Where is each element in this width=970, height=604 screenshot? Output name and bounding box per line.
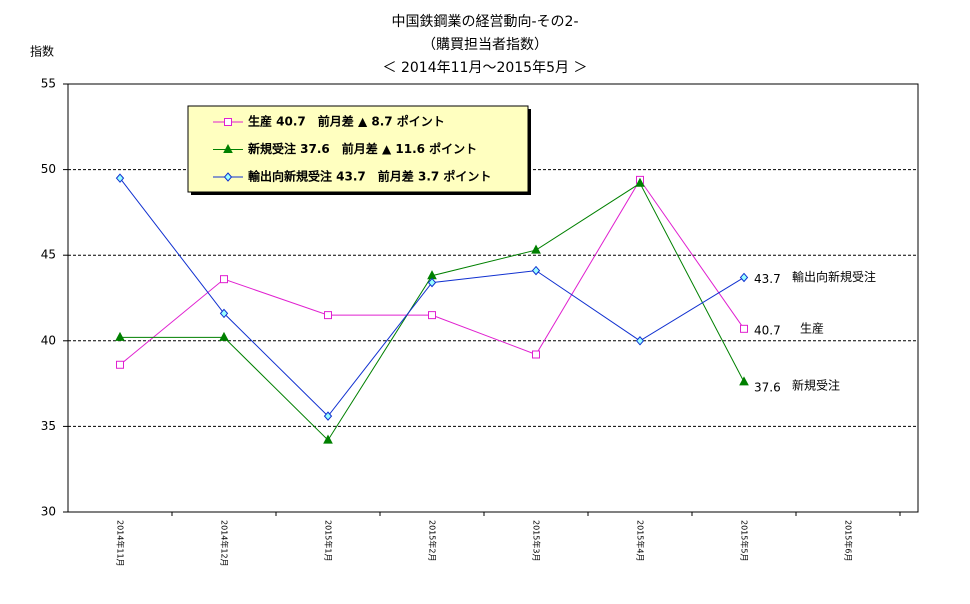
point xyxy=(223,172,233,182)
x-tick-label: 2015年3月 xyxy=(532,520,542,561)
x-tick-label: 2015年5月 xyxy=(740,520,750,561)
point xyxy=(223,143,233,153)
point xyxy=(427,277,437,288)
x-tick-label: 2014年11月 xyxy=(116,520,126,567)
end-label: 生産 xyxy=(800,320,824,335)
legend-label: 輸出向新規受注 43.7 前月差 3.7 ポイント xyxy=(248,169,491,184)
series-line xyxy=(119,177,745,417)
point xyxy=(324,311,332,320)
x-tick-label: 2014年12月 xyxy=(220,520,230,567)
point xyxy=(219,331,229,341)
value-label: 43.7 xyxy=(754,272,781,286)
y-tick-label: 40 xyxy=(41,333,56,347)
point xyxy=(740,324,748,333)
value-label: 37.6 xyxy=(754,380,781,394)
x-tick-label: 2015年4月 xyxy=(636,520,646,561)
end-label: 輸出向新規受注 xyxy=(792,269,876,284)
value-label: 40.7 xyxy=(754,323,781,337)
chart-title: 中国鉄鋼業の経営動向-その2- xyxy=(391,14,578,30)
y-tick-label: 30 xyxy=(41,505,56,519)
y-tick-label: 35 xyxy=(41,419,56,433)
y-axis-label: 指数 xyxy=(30,44,54,59)
point xyxy=(739,376,749,386)
point xyxy=(532,350,540,359)
x-tick-label: 2015年2月 xyxy=(428,520,438,561)
x-tick-label: 2015年1月 xyxy=(324,520,334,561)
point xyxy=(739,272,749,283)
y-tick-label: 45 xyxy=(41,248,56,262)
point xyxy=(115,173,125,183)
plot-area xyxy=(67,83,919,513)
point xyxy=(428,311,436,320)
point xyxy=(531,265,541,276)
point xyxy=(323,411,333,421)
legend-label: 新規受注 37.6 前月差 ▲ 11.6 ポイント xyxy=(248,141,477,156)
legend xyxy=(187,105,529,193)
legend-label: 生産 40.7 前月差 ▲ 8.7 ポイント xyxy=(248,114,445,129)
chart-subtitle: （購買担当者指数） xyxy=(422,37,548,53)
x-tick-label: 2015年6月 xyxy=(844,520,854,561)
point xyxy=(635,177,645,187)
point xyxy=(635,336,645,346)
y-tick-label: 50 xyxy=(41,162,56,176)
point xyxy=(323,434,333,444)
chart-subtitle: ＜ 2014年11月～2015年5月 ＞ xyxy=(383,60,588,76)
point xyxy=(224,118,232,126)
point xyxy=(115,331,125,341)
y-tick-label: 55 xyxy=(41,77,56,91)
point xyxy=(219,308,229,319)
point xyxy=(531,244,541,254)
end-label: 新規受注 xyxy=(792,377,840,392)
point xyxy=(220,275,228,284)
point xyxy=(116,360,124,369)
